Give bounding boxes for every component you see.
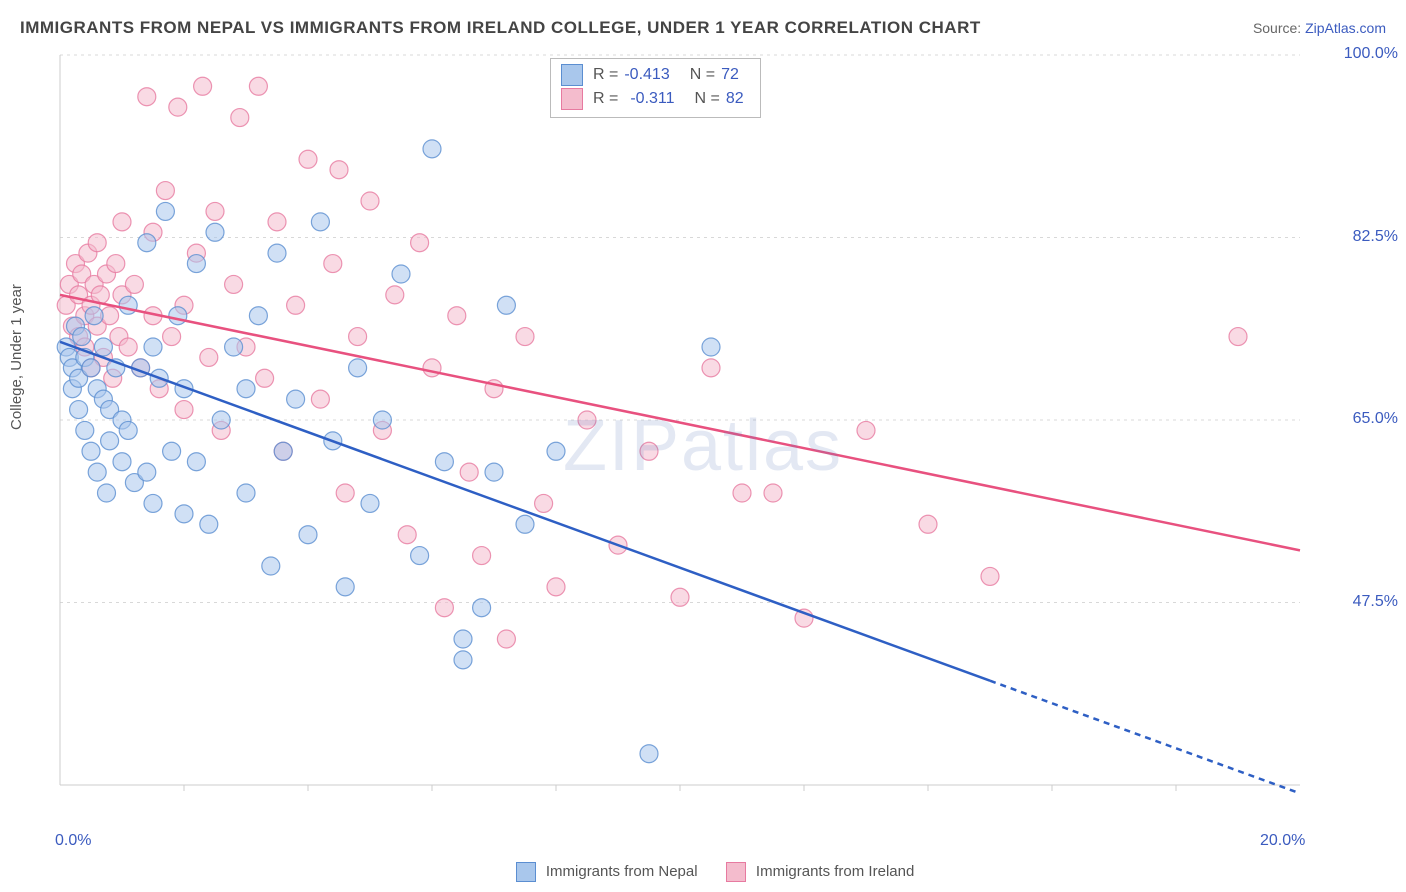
- plot-area: [50, 50, 1360, 820]
- legend-n-value-nepal: 72: [721, 66, 739, 84]
- legend-row-ireland: R = -0.311 N = 82: [561, 87, 750, 111]
- correlation-legend: R = -0.413 N = 72 R = -0.311 N = 82: [550, 58, 761, 118]
- legend-n-label: N =: [695, 90, 720, 108]
- legend-r-value-nepal: -0.413: [624, 66, 669, 84]
- source-attribution: Source: ZipAtlas.com: [1253, 20, 1386, 36]
- legend-row-nepal: R = -0.413 N = 72: [561, 63, 750, 87]
- legend-label-ireland: Immigrants from Ireland: [756, 863, 914, 880]
- legend-swatch-nepal-bottom: [516, 862, 536, 882]
- legend-swatch-ireland-bottom: [726, 862, 746, 882]
- legend-r-value-ireland: -0.311: [630, 90, 674, 108]
- y-axis-label: College, Under 1 year: [8, 284, 25, 430]
- legend-label-nepal: Immigrants from Nepal: [546, 863, 698, 880]
- chart-svg: [50, 50, 1360, 820]
- legend-n-label: N =: [690, 66, 715, 84]
- chart-title: IMMIGRANTS FROM NEPAL VS IMMIGRANTS FROM…: [20, 18, 981, 38]
- y-tick-label: 47.5%: [1353, 593, 1398, 611]
- series-legend: Immigrants from Nepal Immigrants from Ir…: [0, 862, 1406, 882]
- source-link[interactable]: ZipAtlas.com: [1305, 20, 1386, 36]
- source-label: Source:: [1253, 20, 1301, 36]
- y-tick-label: 82.5%: [1353, 228, 1398, 246]
- legend-swatch-ireland: [561, 88, 583, 110]
- legend-n-value-ireland: 82: [726, 90, 744, 108]
- legend-r-label: R =: [593, 90, 618, 108]
- y-tick-label: 65.0%: [1353, 410, 1398, 428]
- legend-swatch-nepal: [561, 64, 583, 86]
- x-tick-label: 0.0%: [55, 832, 91, 850]
- x-tick-label: 20.0%: [1260, 832, 1305, 850]
- y-tick-label: 100.0%: [1344, 45, 1398, 63]
- legend-r-label: R =: [593, 66, 618, 84]
